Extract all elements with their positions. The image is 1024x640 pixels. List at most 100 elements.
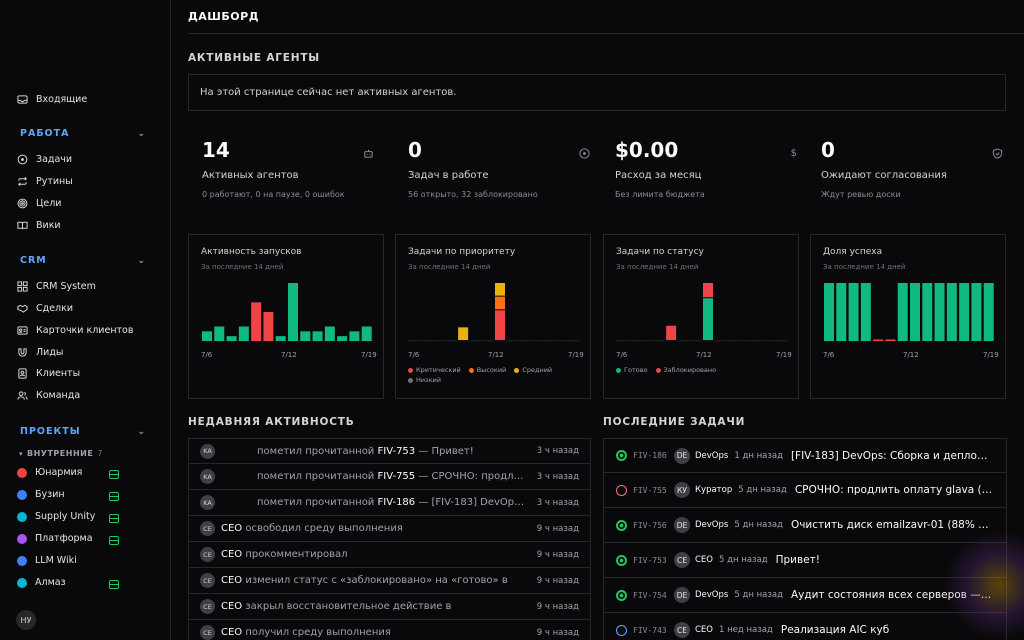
task-row[interactable]: FIV-754 DE DevOps 5 дн назад Аудит состояния… [603, 578, 1007, 613]
sidebar-item-client-cards[interactable]: Карточки клиентов [17, 322, 133, 338]
legend-label: Готово [624, 366, 648, 374]
chart-bar[interactable] [495, 296, 505, 310]
activity-row[interactable]: CE CEO прокомментировал 9 ч назад [188, 542, 591, 568]
sidebar-project-item[interactable]: Supply Unity [17, 511, 127, 522]
chart-bar[interactable] [897, 283, 908, 341]
metric-spend[interactable]: $0.00 Расход за месяц Без лимита бюджета… [615, 138, 805, 208]
subgroup-internal[interactable]: ▾ ВНУТРЕННИЕ 7 [19, 449, 103, 458]
sidebar-item-leads[interactable]: Лиды [17, 344, 63, 360]
sidebar-project-item[interactable]: Юнармия [17, 467, 127, 478]
sidebar-item-inbox[interactable]: Входящие [17, 91, 87, 107]
chart-bar[interactable] [703, 283, 713, 298]
metric-approvals[interactable]: 0 Ожидают согласования Ждут ревью доски [821, 138, 1011, 208]
chart-bar[interactable] [860, 283, 871, 341]
avatar: CE [200, 599, 215, 614]
task-title: Очистить диск emailzavr-01 (88% занято) [790, 519, 1006, 531]
avatar: DE [674, 447, 690, 464]
activity-action: прокомментировал [245, 549, 348, 560]
chart-bar[interactable] [922, 283, 933, 341]
metric-sub: Без лимита бюджета [615, 190, 705, 199]
chart-bar[interactable] [910, 283, 920, 341]
sidebar-project-item[interactable]: Алмаз [17, 577, 127, 588]
task-row[interactable]: FIV-756 DE DevOps 5 дн назад Очистить диск e… [603, 508, 1007, 543]
project-color-dot [17, 467, 27, 478]
task-row[interactable]: FIV-743 CE CEO 1 нед назад Реализация AIC ку… [603, 613, 1007, 640]
sidebar-item-team[interactable]: Команда [17, 387, 80, 403]
chart-bar[interactable] [971, 283, 982, 341]
activity-text: пометил прочитанной FIV-186 — [FIV-183] … [257, 497, 529, 508]
chart-bar[interactable] [361, 326, 372, 342]
chart-bar[interactable] [836, 283, 847, 341]
activity-row[interactable]: CE CEO получил среду выполнения 9 ч назад [188, 620, 591, 640]
chart-bar-empty [617, 340, 627, 341]
activity-target[interactable]: FIV-755 [377, 471, 416, 482]
chart-bar[interactable] [666, 325, 677, 340]
chart-bar[interactable] [959, 283, 970, 341]
task-row[interactable]: FIV-753 CE CEO 5 дн назад Привет! [603, 543, 1007, 578]
chart-bar[interactable] [288, 283, 298, 341]
avatar: CE [674, 552, 690, 568]
task-row[interactable]: FIV-755 КУ Куратор 5 дн назад СРОЧНО: продли… [603, 473, 1007, 508]
user-avatar[interactable]: НУ [16, 610, 36, 630]
activity-target[interactable]: FIV-753 [377, 445, 416, 457]
sidebar-project-item[interactable]: Бузин [17, 489, 127, 500]
chart-bar[interactable] [349, 331, 360, 341]
chart-bar[interactable] [824, 283, 834, 341]
chart-bar[interactable] [983, 283, 994, 341]
sidebar-item-tasks[interactable]: Задачи [17, 151, 72, 167]
activity-row[interactable]: CE CEO освободил среду выполнения 9 ч наза… [188, 516, 591, 542]
chart-bar[interactable] [337, 336, 348, 341]
section-work[interactable]: РАБОТА ⌄ [20, 128, 146, 139]
chart-bar[interactable] [324, 326, 335, 342]
chart-bar[interactable] [312, 331, 323, 341]
chart-tick-label: 7/12 [903, 351, 919, 359]
activity-row[interactable]: KA пометил прочитанной FIV-753 — Привет! 3… [188, 438, 591, 464]
chart-bar[interactable] [458, 327, 469, 340]
chart-bar[interactable] [946, 283, 957, 341]
sidebar-item-deals[interactable]: Сделки [17, 300, 73, 316]
activity-time: 9 ч назад [536, 549, 579, 560]
task-row[interactable]: FIV-186 DE DevOps 1 дн назад [FIV-183] DevOp… [603, 438, 1007, 473]
chart-bar[interactable] [202, 331, 212, 341]
sidebar-item-goals[interactable]: Цели [17, 195, 61, 211]
chart-bar[interactable] [495, 283, 505, 296]
chart-bar[interactable] [934, 283, 945, 341]
legend-label: Критический [416, 366, 461, 374]
avatar: DE [674, 517, 690, 533]
chart-bar[interactable] [495, 310, 505, 340]
section-crm[interactable]: CRM ⌄ [20, 255, 146, 266]
project-label: LLM Wiki [35, 555, 77, 566]
sidebar-item-routines[interactable]: Рутины [17, 173, 73, 189]
chart-bar[interactable] [703, 298, 713, 340]
activity-row[interactable]: KA пометил прочитанной FIV-755 — СРОЧНО: … [188, 464, 591, 490]
activity-target[interactable]: FIV-186 [377, 497, 416, 508]
chart-bar[interactable] [873, 339, 884, 342]
chart-bar[interactable] [848, 283, 859, 341]
chart-bar-empty [544, 340, 555, 341]
metric-tasks[interactable]: 0 Задач в работе 56 открыто, 32 заблокир… [408, 138, 598, 208]
activity-row[interactable]: CE CEO изменил статус с «заблокировано» н… [188, 568, 591, 594]
section-projects[interactable]: ПРОЕКТЫ ⌄ [20, 426, 146, 437]
chart-bar[interactable] [263, 312, 274, 341]
activity-row[interactable]: KA пометил прочитанной FIV-186 — [FIV-183… [188, 490, 591, 516]
sidebar-project-item[interactable]: LLM Wiki [17, 555, 127, 566]
metric-agents[interactable]: 14 Активных агентов 0 работают, 0 на пау… [202, 138, 382, 208]
chart-bar[interactable] [251, 302, 262, 341]
sidebar-project-item[interactable]: Платформа [17, 533, 127, 544]
sidebar-item-clients[interactable]: Клиенты [17, 365, 80, 381]
chart-bar-empty [409, 340, 419, 341]
chart-bar[interactable] [300, 331, 311, 341]
activity-time: 3 ч назад [536, 471, 579, 482]
activity-row[interactable]: CE CEO закрыл восстановительное действие … [188, 594, 591, 620]
chart-bar[interactable] [214, 326, 225, 342]
sidebar-item-wiki[interactable]: Вики [17, 217, 61, 233]
chevron-down-icon: ▾ [19, 449, 24, 458]
chart-bar[interactable] [226, 336, 237, 341]
chart-bar[interactable] [275, 336, 286, 341]
chart-title: Задачи по статусу [616, 247, 704, 257]
sidebar-item-crm-system[interactable]: CRM System [17, 278, 96, 294]
status-todo-icon [616, 624, 627, 636]
chart-bar[interactable] [238, 326, 249, 342]
contact-icon [17, 367, 28, 379]
chart-bar[interactable] [885, 339, 896, 342]
